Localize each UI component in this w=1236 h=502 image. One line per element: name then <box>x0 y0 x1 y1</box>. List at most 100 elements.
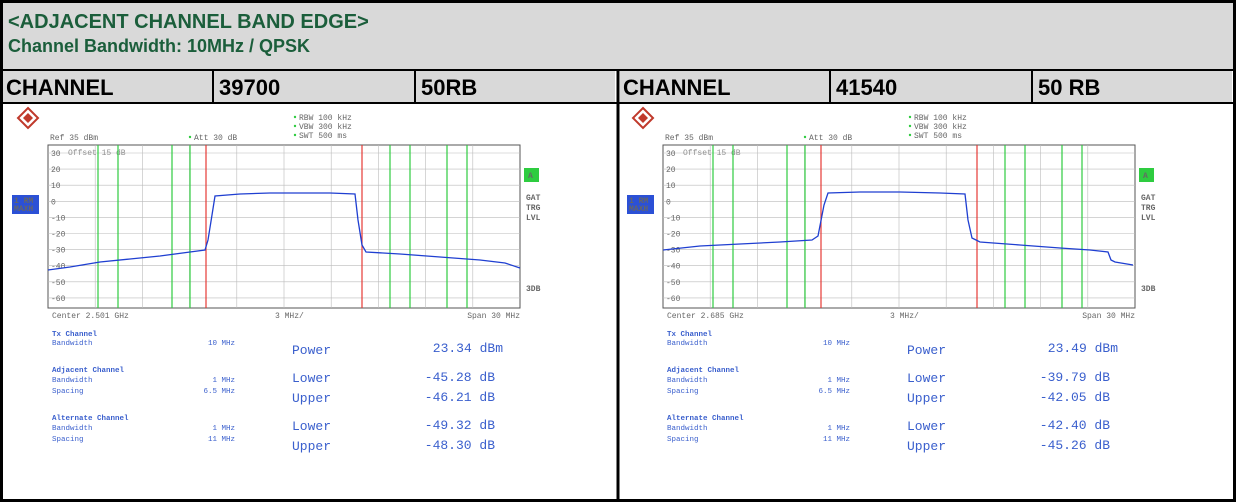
y-label: -10 <box>666 214 681 223</box>
trace <box>662 191 1134 266</box>
trace-box-label: MAXH <box>629 205 648 214</box>
result-label: 10 MHz <box>823 340 850 348</box>
side-box-label: A <box>1143 172 1148 181</box>
result-value: Upper <box>292 439 331 454</box>
result-label: Spacing <box>667 436 699 444</box>
result-label: Adjacent Channel <box>52 367 125 375</box>
side-box <box>524 168 539 182</box>
result-label: 1 MHz <box>827 425 850 433</box>
result-label: 1 MHz <box>827 377 850 385</box>
result-label: Spacing <box>52 436 84 444</box>
result-label: Tx Channel <box>667 331 713 339</box>
y-label: -20 <box>666 231 681 240</box>
side-label: LVL <box>526 214 541 223</box>
span: Span 30 MHz <box>467 312 520 321</box>
setting-dot <box>908 124 912 128</box>
result-label: Bandwidth <box>52 340 93 348</box>
header-bg <box>3 3 1233 69</box>
side-box <box>1139 168 1154 182</box>
channel-cell: CHANNEL <box>623 75 731 100</box>
ref: Ref 35 dBm <box>50 134 98 143</box>
result-label: Bandwidth <box>667 377 708 385</box>
y-label: -10 <box>51 214 66 223</box>
channel-cell: CHANNEL <box>6 75 114 100</box>
result-label: Spacing <box>52 388 84 396</box>
center: Center 2.501 GHz <box>52 312 129 321</box>
ref: Ref 35 dBm <box>665 134 713 143</box>
result-value: Power <box>907 343 946 358</box>
result-value: -42.05 dB <box>1040 390 1110 405</box>
att: Att 30 dB <box>809 134 852 143</box>
setting-dot <box>188 135 192 139</box>
y-label: 20 <box>51 166 61 175</box>
offset: Offset 15 dB <box>68 149 126 158</box>
result-label: Tx Channel <box>52 331 98 339</box>
result-value: Lower <box>907 371 946 386</box>
result-value: -45.26 dB <box>1040 438 1110 453</box>
result-label: 1 MHz <box>212 425 235 433</box>
channel-row-bg <box>3 71 615 102</box>
result-value: -46.21 dB <box>425 390 495 405</box>
result-value: Upper <box>907 439 946 454</box>
logo-mark <box>638 113 648 123</box>
setting-dot <box>293 124 297 128</box>
setting-dot <box>803 135 807 139</box>
title: <ADJACENT CHANNEL BAND EDGE> <box>8 11 369 33</box>
result-label: Bandwidth <box>667 340 708 348</box>
result-value: Upper <box>907 391 946 406</box>
result-value: Upper <box>292 391 331 406</box>
div: 3 MHz/ <box>275 312 304 321</box>
y-label: -50 <box>666 279 681 288</box>
channel-cell: 50RB <box>421 75 477 100</box>
result-value: 23.34 dBm <box>433 341 503 356</box>
result-value: Power <box>292 343 331 358</box>
result-value: -42.40 dB <box>1040 418 1110 433</box>
channel-cell: 41540 <box>836 75 897 100</box>
result-label: 1 MHz <box>212 377 235 385</box>
setting: VBW 300 kHz <box>299 123 352 132</box>
result-label: 6.5 MHz <box>203 388 235 396</box>
result-label: Alternate Channel <box>52 415 129 423</box>
y-label: 20 <box>666 166 676 175</box>
result-value: -45.28 dB <box>425 370 495 385</box>
setting: VBW 300 kHz <box>914 123 967 132</box>
y-label: -30 <box>51 247 66 256</box>
setting-dot <box>293 115 297 119</box>
center: Center 2.685 GHz <box>667 312 744 321</box>
side-label: TRG <box>526 204 541 213</box>
trace-box-label: MAXH <box>14 205 33 214</box>
result-value: Lower <box>907 419 946 434</box>
y-label: -60 <box>51 295 66 304</box>
result-value: -49.32 dB <box>425 418 495 433</box>
setting-dot <box>293 133 297 137</box>
offset: Offset 15 dB <box>683 149 741 158</box>
setting: RBW 100 kHz <box>299 114 352 123</box>
setting: RBW 100 kHz <box>914 114 967 123</box>
y-label: 10 <box>51 182 61 191</box>
trace-box <box>12 195 39 214</box>
y-label: -30 <box>666 247 681 256</box>
trace-box <box>627 195 654 214</box>
side-label: TRG <box>1141 204 1156 213</box>
y-label: -20 <box>51 231 66 240</box>
y-label: 0 <box>51 198 56 207</box>
result-label: 10 MHz <box>208 340 235 348</box>
result-value: Lower <box>292 371 331 386</box>
trace-box-label: 1 RM <box>629 197 648 206</box>
y-label: -40 <box>51 263 66 272</box>
span: Span 30 MHz <box>1082 312 1135 321</box>
div: 3 MHz/ <box>890 312 919 321</box>
result-label: Adjacent Channel <box>667 367 740 375</box>
y-label: 0 <box>666 198 671 207</box>
y-label: -50 <box>51 279 66 288</box>
y-label: -60 <box>666 295 681 304</box>
setting-dot <box>908 115 912 119</box>
trace <box>47 192 521 271</box>
side-label: 3DB <box>526 285 541 294</box>
result-label: Bandwidth <box>52 425 93 433</box>
side-label: 3DB <box>1141 285 1156 294</box>
result-label: 11 MHz <box>823 436 850 444</box>
setting-dot <box>908 133 912 137</box>
att: Att 30 dB <box>194 134 237 143</box>
